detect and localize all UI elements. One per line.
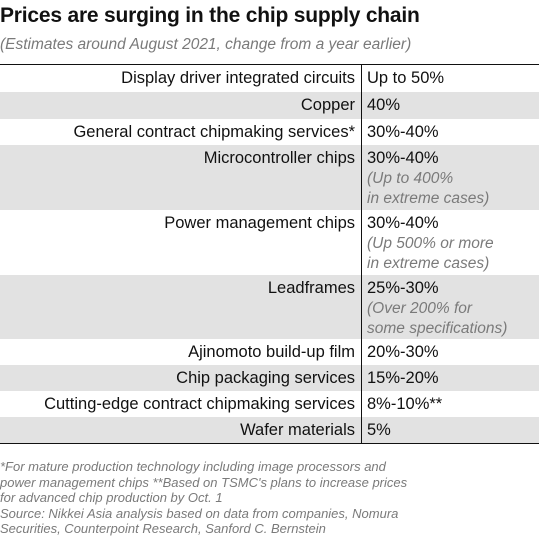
- table-row: Power management chips 30%-40% (Up 500% …: [0, 210, 539, 275]
- row-label: Chip packaging services: [0, 365, 362, 391]
- row-value: 30%-40% (Up 500% or more in extreme case…: [362, 210, 494, 275]
- row-value-text: 40%: [367, 96, 401, 114]
- row-value-text: 30%-40%: [367, 149, 439, 167]
- row-value-text: 8%-10%**: [367, 395, 443, 413]
- table-row: Chip packaging services 15%-20%: [0, 365, 539, 391]
- row-value: 40%: [362, 92, 400, 119]
- row-label: Ajinomoto build-up film: [0, 339, 362, 365]
- row-value-text: 30%-40%: [367, 214, 439, 232]
- row-label: Cutting-edge contract chipmaking service…: [0, 391, 362, 417]
- row-value: 15%-20%: [362, 365, 439, 391]
- row-label: Wafer materials: [0, 417, 362, 443]
- row-label: Microcontroller chips: [0, 145, 362, 210]
- row-value-text: 20%-30%: [367, 343, 439, 361]
- row-value: Up to 50%: [362, 65, 444, 92]
- row-label: General contract chipmaking services*: [0, 119, 362, 145]
- row-label: Copper: [0, 92, 362, 119]
- table-row: Leadframes 25%-30% (Over 200% for some s…: [0, 275, 539, 339]
- row-value: 25%-30% (Over 200% for some specificatio…: [362, 275, 507, 339]
- row-value-text: 30%-40%: [367, 123, 439, 141]
- row-value: 5%: [362, 417, 391, 443]
- footnote-text: *For mature production technology includ…: [0, 459, 408, 506]
- row-value-text: 25%-30%: [367, 279, 439, 297]
- table-row: Display driver integrated circuits Up to…: [0, 65, 539, 92]
- footnotes: *For mature production technology includ…: [0, 459, 539, 537]
- table-row: General contract chipmaking services* 30…: [0, 119, 539, 145]
- row-label: Display driver integrated circuits: [0, 65, 362, 92]
- table-row: Ajinomoto build-up film 20%-30%: [0, 339, 539, 365]
- row-value: 30%-40%: [362, 119, 439, 145]
- row-label: Leadframes: [0, 275, 362, 339]
- table-row: Microcontroller chips 30%-40% (Up to 400…: [0, 145, 539, 210]
- row-note: (Over 200% for some specifications): [367, 300, 508, 337]
- row-value: 20%-30%: [362, 339, 439, 365]
- price-table: Display driver integrated circuits Up to…: [0, 64, 539, 444]
- row-note: (Up 500% or more in extreme cases): [367, 235, 494, 272]
- source-text: Source: Nikkei Asia analysis based on da…: [0, 505, 399, 537]
- page-subtitle: (Estimates around August 2021, change fr…: [0, 36, 412, 53]
- row-value-text: Up to 50%: [367, 69, 445, 87]
- row-value-text: 15%-20%: [367, 369, 439, 387]
- page-title: Prices are surging in the chip supply ch…: [0, 4, 420, 27]
- row-note: (Up to 400% in extreme cases): [367, 170, 490, 207]
- table-row: Wafer materials 5%: [0, 417, 539, 443]
- row-label: Power management chips: [0, 210, 362, 275]
- table-row: Copper 40%: [0, 92, 539, 119]
- table-row: Cutting-edge contract chipmaking service…: [0, 391, 539, 417]
- row-value: 30%-40% (Up to 400% in extreme cases): [362, 145, 489, 210]
- row-value: 8%-10%**: [362, 391, 442, 417]
- row-value-text: 5%: [367, 421, 391, 439]
